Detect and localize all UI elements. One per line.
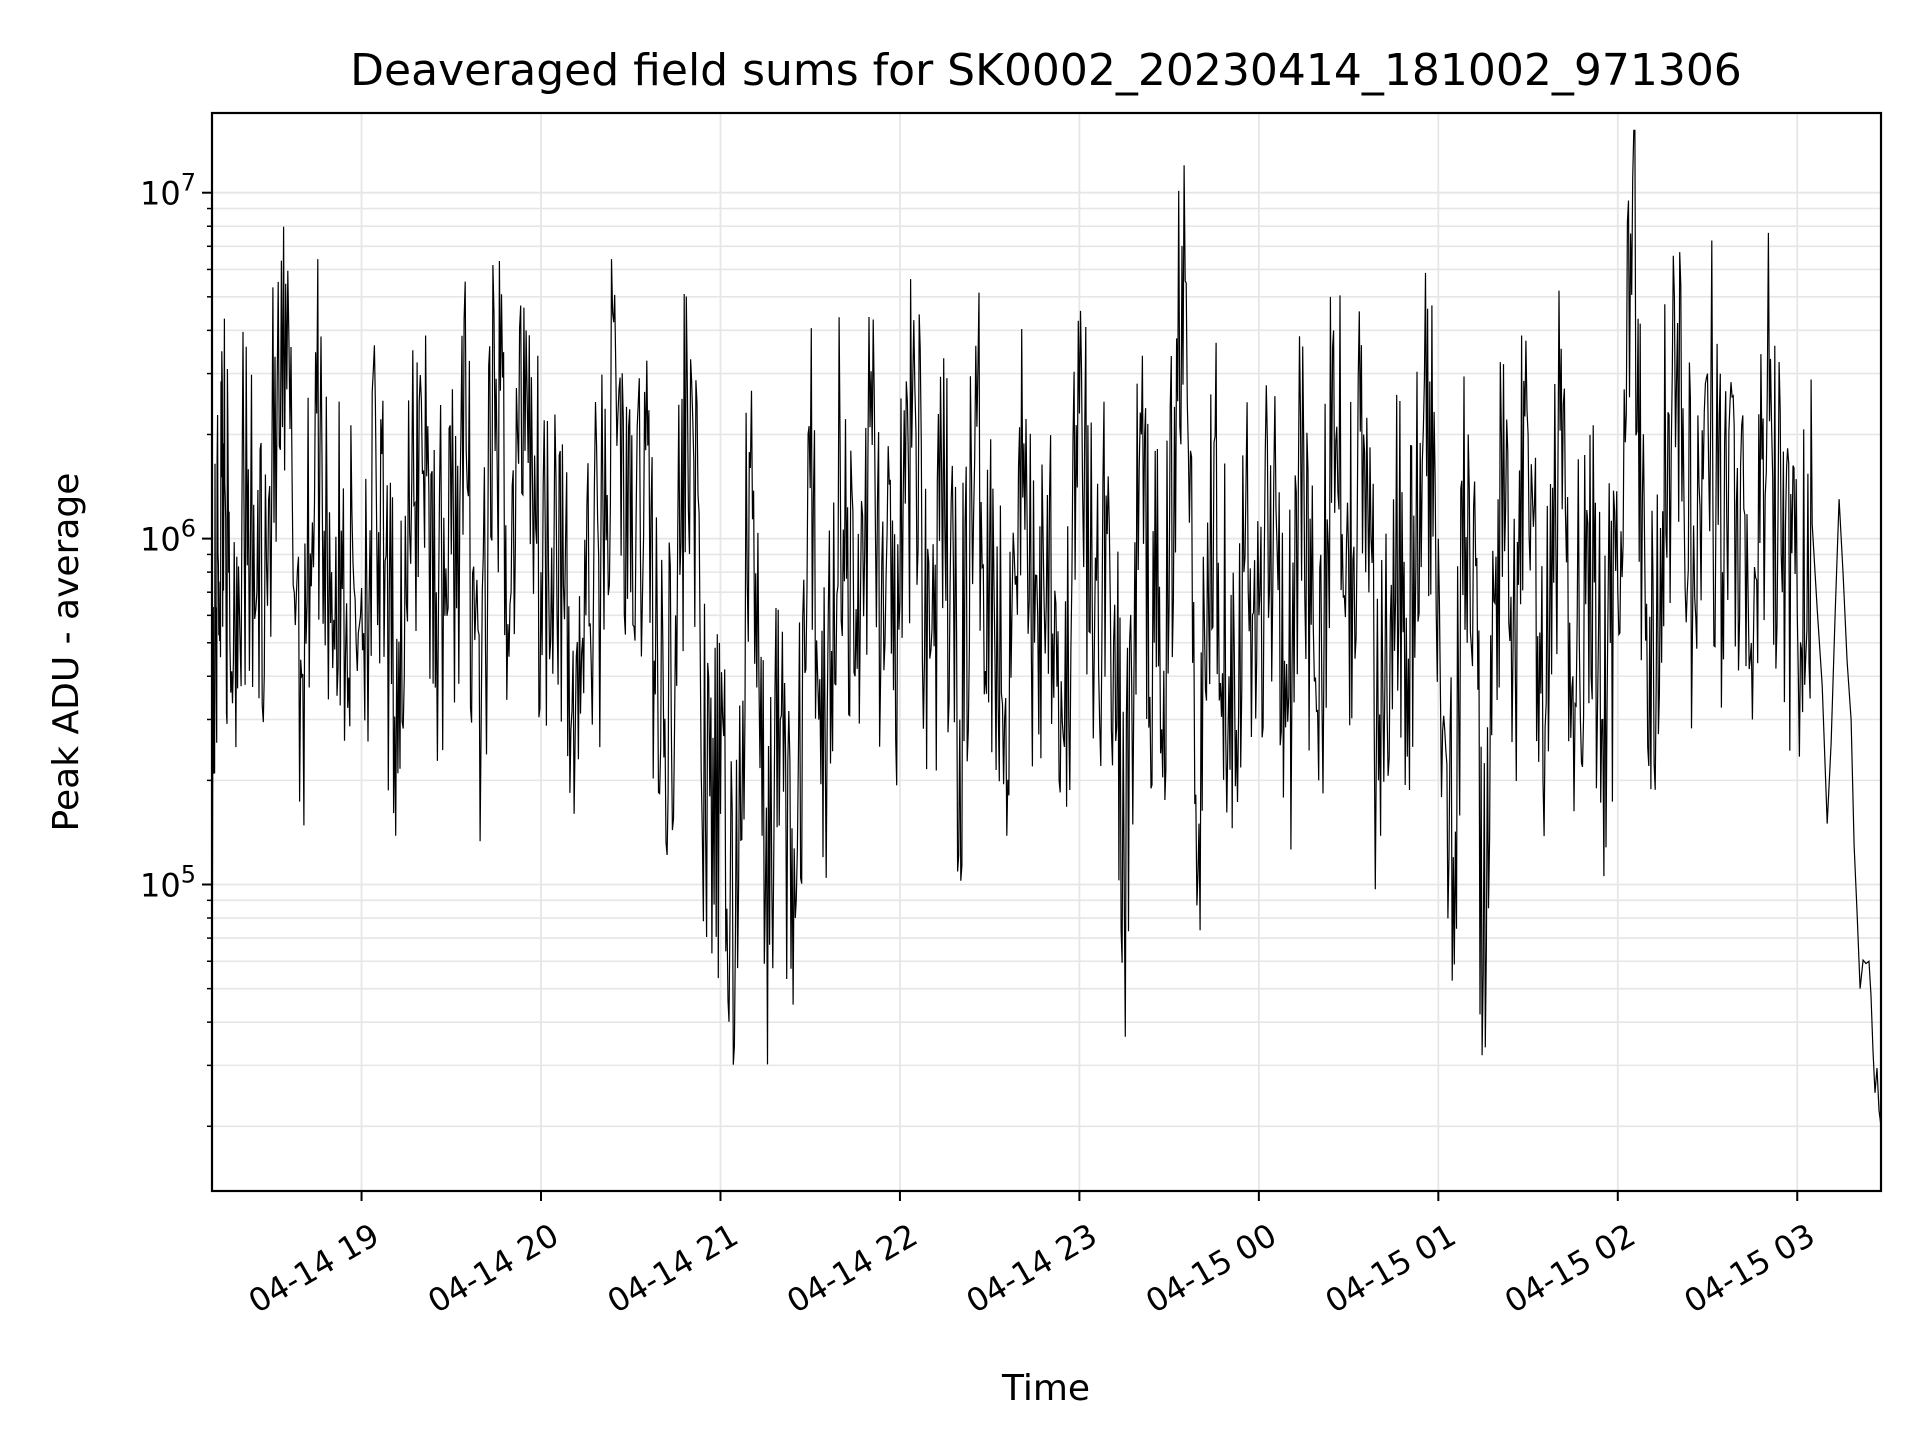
chart-title: Deaveraged field sums for SK0002_2023041… bbox=[350, 45, 1742, 96]
x-axis-label: Time bbox=[1001, 1368, 1090, 1409]
plot-frame bbox=[210, 111, 1883, 1193]
series-line bbox=[211, 129, 1882, 1127]
data-series bbox=[211, 129, 1882, 1127]
y-axis-label: Peak ADU - average bbox=[46, 473, 87, 832]
y-tick-label: 106 bbox=[140, 515, 196, 559]
y-tick-label: 105 bbox=[140, 861, 196, 905]
y-axis-ticks: 105 106 107 bbox=[140, 169, 212, 1128]
y-tick-label: 107 bbox=[140, 169, 196, 213]
